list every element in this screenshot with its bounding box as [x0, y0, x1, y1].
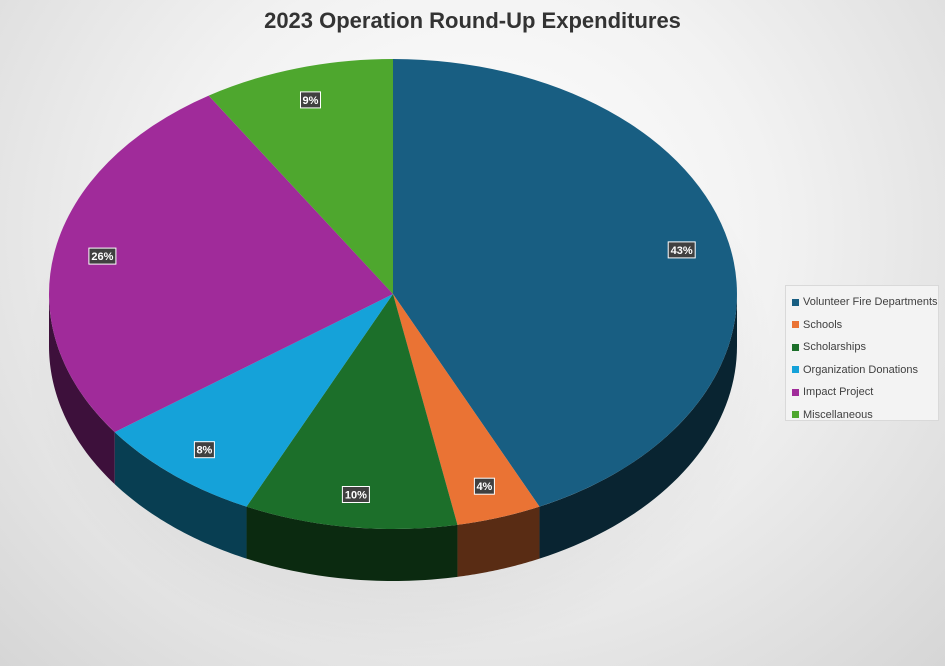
legend-label: Volunteer Fire Departments: [803, 296, 938, 309]
legend-swatch: [792, 343, 799, 351]
pie-slice-impact-project: [49, 95, 393, 433]
svg-text:9%: 9%: [303, 95, 319, 107]
data-label-miscellaneous: 9%: [300, 91, 321, 109]
pie-top: [49, 59, 737, 530]
svg-text:8%: 8%: [196, 445, 212, 457]
chart-title: 2023 Operation Round-Up Expenditures: [264, 8, 681, 33]
pie-labels: 43% 4% 10% 8% 26% 9%: [88, 91, 696, 503]
data-label-scholarships: 10%: [341, 486, 370, 503]
legend-swatch: [792, 366, 799, 374]
svg-text:4%: 4%: [476, 481, 492, 493]
legend-item-impact-project: Impact Project: [792, 381, 932, 404]
legend-label: Miscellaneous: [803, 408, 873, 421]
legend-item-organization-donations: Organization Donations: [792, 359, 932, 382]
legend-label: Scholarships: [803, 341, 866, 354]
legend-swatch: [792, 388, 799, 396]
data-label-schools: 4%: [473, 477, 495, 495]
legend: Volunteer Fire Departments Schools Scholar…: [785, 285, 939, 421]
svg-text:10%: 10%: [345, 490, 367, 502]
legend-label: Organization Donations: [803, 363, 918, 376]
legend-swatch: [792, 298, 799, 306]
pie-side-volunteer-fire-departments: [539, 294, 737, 559]
legend-item-miscellaneous: Miscellaneous: [792, 404, 932, 427]
legend-label: Impact Project: [803, 386, 874, 399]
data-label-volunteer-fire-departments: 43%: [667, 241, 696, 259]
data-label-organization-donations: 8%: [193, 441, 215, 459]
pie-side-impact-project: [49, 294, 115, 485]
legend-item-schools: Schools: [792, 314, 932, 337]
pie-side-scholarships: [246, 506, 458, 581]
legend-swatch: [792, 411, 799, 419]
legend-item-scholarships: Scholarships: [792, 336, 932, 359]
pie-sides: [49, 294, 737, 581]
pie-slice-schools: [393, 294, 540, 525]
data-label-impact-project: 26%: [88, 247, 117, 265]
legend-item-volunteer-fire-departments: Volunteer Fire Departments: [792, 291, 938, 314]
pie-slice-miscellaneous: [208, 59, 393, 294]
svg-text:26%: 26%: [91, 251, 113, 263]
pie-slice-scholarships: [246, 294, 458, 530]
legend-label: Schools: [803, 318, 843, 331]
pie-side-organization-donations: [114, 432, 247, 559]
pie-side-schools: [457, 506, 540, 577]
pie-slice-volunteer-fire-departments: [393, 59, 737, 507]
legend-swatch: [792, 321, 799, 329]
svg-text:43%: 43%: [671, 245, 693, 257]
pie-slice-organization-donations: [114, 294, 393, 507]
